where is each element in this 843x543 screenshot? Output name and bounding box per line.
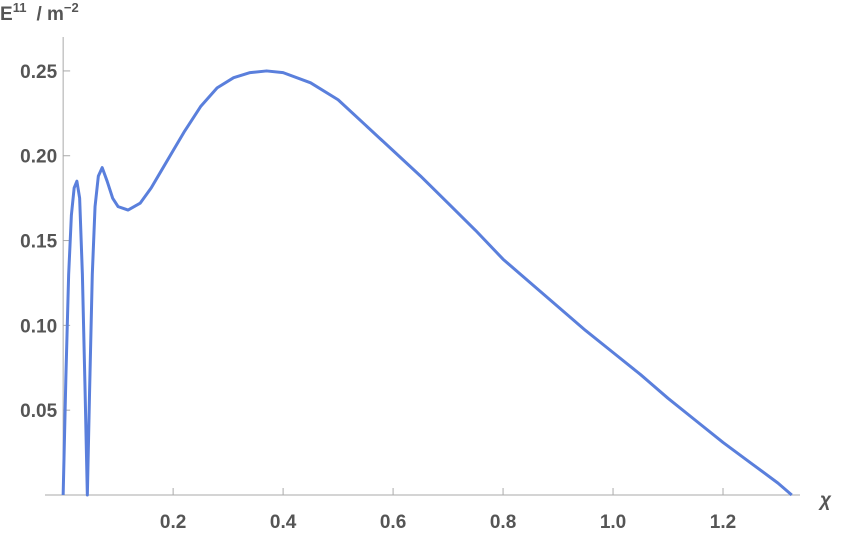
x-tick-label: 1.0 bbox=[600, 512, 626, 533]
x-tick-label: 0.8 bbox=[490, 512, 516, 533]
y-tick-label: 0.05 bbox=[20, 401, 57, 422]
y-tick-label: 0.15 bbox=[20, 232, 57, 253]
y-label-base: E bbox=[0, 4, 13, 25]
x-axis-label: χ bbox=[818, 490, 832, 511]
y-tick-label: 0.10 bbox=[20, 316, 57, 337]
y-tick-label: 0.20 bbox=[20, 147, 57, 168]
line-series bbox=[61, 69, 793, 497]
x-tick-label: 1.2 bbox=[710, 512, 736, 533]
y-label-sup: 11 bbox=[13, 0, 27, 15]
y-axis-label: E11 / m−2 bbox=[0, 0, 79, 25]
x-tick-label: 0.6 bbox=[380, 512, 406, 533]
y-label-unit-sup: −2 bbox=[64, 0, 79, 15]
x-tick-label: 0.2 bbox=[160, 512, 186, 533]
x-tick-label: 0.4 bbox=[270, 512, 297, 533]
y-tick-label: 0.25 bbox=[20, 62, 57, 83]
y-label-unit: / m bbox=[36, 4, 63, 25]
